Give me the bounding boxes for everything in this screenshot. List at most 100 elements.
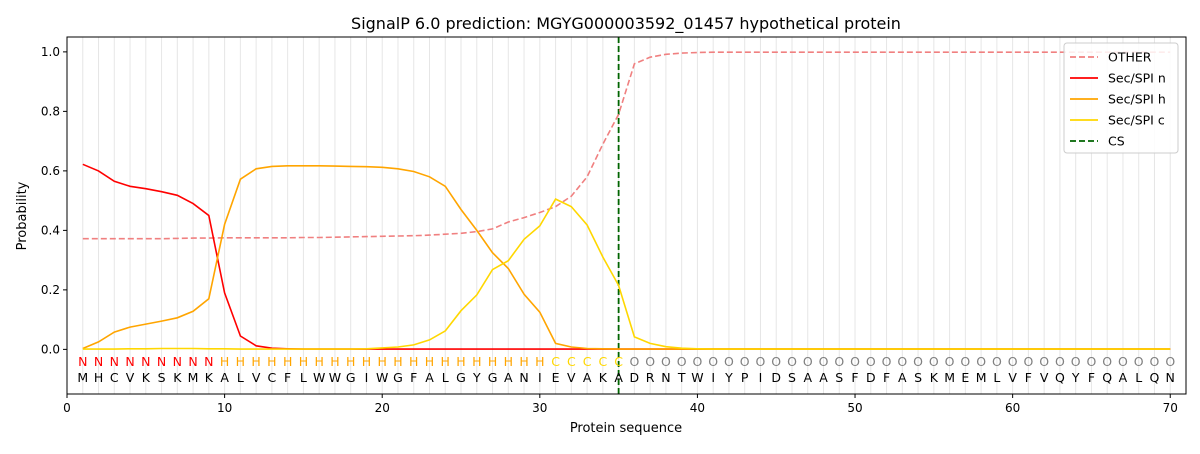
- region-label: O: [850, 354, 860, 369]
- region-label: O: [787, 354, 797, 369]
- region-label: N: [157, 354, 166, 369]
- residue-label: K: [173, 370, 182, 385]
- x-tick-label: 10: [217, 401, 232, 415]
- residue-label: D: [866, 370, 876, 385]
- residue-label: F: [1025, 370, 1032, 385]
- region-label: O: [1118, 354, 1128, 369]
- residue-label: H: [94, 370, 103, 385]
- residue-label: W: [376, 370, 388, 385]
- residue-label: I: [538, 370, 542, 385]
- residue-label: G: [456, 370, 466, 385]
- region-label: O: [866, 354, 876, 369]
- residue-label: C: [268, 370, 277, 385]
- region-label: C: [567, 354, 576, 369]
- residue-label: A: [504, 370, 513, 385]
- region-label: H: [378, 354, 387, 369]
- region-label: C: [598, 354, 607, 369]
- region-label: N: [110, 354, 119, 369]
- region-label: O: [1102, 354, 1112, 369]
- region-label: O: [1165, 354, 1175, 369]
- residue-label: L: [1135, 370, 1142, 385]
- residue-label: A: [1119, 370, 1128, 385]
- region-label: C: [614, 354, 623, 369]
- region-label: O: [803, 354, 813, 369]
- y-tick-label: 0.6: [41, 164, 60, 178]
- residue-label: M: [944, 370, 955, 385]
- region-label: C: [551, 354, 560, 369]
- residue-label: W: [313, 370, 325, 385]
- region-label: O: [724, 354, 734, 369]
- residue-label: K: [205, 370, 214, 385]
- region-label: H: [472, 354, 481, 369]
- residue-label: P: [741, 370, 749, 385]
- residue-label: L: [237, 370, 244, 385]
- residue-label: A: [583, 370, 592, 385]
- residue-label: S: [914, 370, 922, 385]
- legend-label: CS: [1108, 134, 1125, 149]
- region-label: N: [141, 354, 150, 369]
- region-label: O: [1071, 354, 1081, 369]
- residue-label: Q: [1102, 370, 1112, 385]
- region-label: O: [1087, 354, 1097, 369]
- residue-label: V: [1008, 370, 1017, 385]
- region-label: O: [1023, 354, 1033, 369]
- residue-label: G: [393, 370, 403, 385]
- region-label: H: [535, 354, 544, 369]
- residue-label: W: [691, 370, 703, 385]
- region-label: N: [78, 354, 87, 369]
- series-lines: [82, 51, 1171, 350]
- y-tick-label: 0.2: [41, 283, 60, 297]
- region-label: H: [519, 354, 528, 369]
- region-label: H: [283, 354, 292, 369]
- region-label: O: [960, 354, 970, 369]
- x-tick-label: 60: [1005, 401, 1020, 415]
- region-label: O: [771, 354, 781, 369]
- sequence-annotation: NMNHNCNVNKNSNKNMNKHAHLHVHCHFHLHWHWHGHIHW…: [77, 354, 1175, 385]
- x-axis-label: Protein sequence: [570, 421, 682, 436]
- region-label: O: [1150, 354, 1160, 369]
- residue-label: E: [552, 370, 560, 385]
- region-label: H: [393, 354, 402, 369]
- series-line-sec-spi-h: [82, 165, 1171, 350]
- residue-label: W: [329, 370, 341, 385]
- residue-label: A: [898, 370, 907, 385]
- region-label: O: [897, 354, 907, 369]
- plot-frame: [66, 36, 1187, 395]
- y-tick-label: 0.4: [41, 223, 60, 237]
- series-line-sec-spi-n: [82, 163, 1171, 350]
- region-label: O: [882, 354, 892, 369]
- residue-label: T: [677, 370, 686, 385]
- residue-label: F: [1088, 370, 1095, 385]
- region-label: N: [94, 354, 103, 369]
- region-label: O: [1008, 354, 1018, 369]
- residue-label: L: [300, 370, 307, 385]
- residue-label: F: [851, 370, 858, 385]
- x-tick-label: 70: [1163, 401, 1178, 415]
- region-label: H: [220, 354, 229, 369]
- residue-label: G: [488, 370, 498, 385]
- residue-label: S: [835, 370, 843, 385]
- region-label: O: [693, 354, 703, 369]
- region-label: N: [204, 354, 213, 369]
- region-label: H: [299, 354, 308, 369]
- residue-label: N: [1166, 370, 1175, 385]
- legend-label: OTHER: [1108, 50, 1152, 65]
- residue-label: M: [188, 370, 199, 385]
- region-label: H: [409, 354, 418, 369]
- residue-label: K: [142, 370, 151, 385]
- region-label: H: [504, 354, 513, 369]
- region-label: O: [629, 354, 639, 369]
- x-tick-label: 0: [63, 401, 71, 415]
- axes: 0.0 0.2 0.4 0.6 0.8 1.0 0 10 20 30 40 50 60 70: [41, 36, 1187, 415]
- region-label: N: [188, 354, 197, 369]
- legend-label: Sec/SPI h: [1108, 92, 1166, 107]
- residue-label: F: [883, 370, 890, 385]
- region-label: O: [819, 354, 829, 369]
- region-label: C: [583, 354, 592, 369]
- residue-label: A: [220, 370, 229, 385]
- residue-label: C: [110, 370, 119, 385]
- residue-label: Y: [724, 370, 733, 385]
- region-label: N: [125, 354, 134, 369]
